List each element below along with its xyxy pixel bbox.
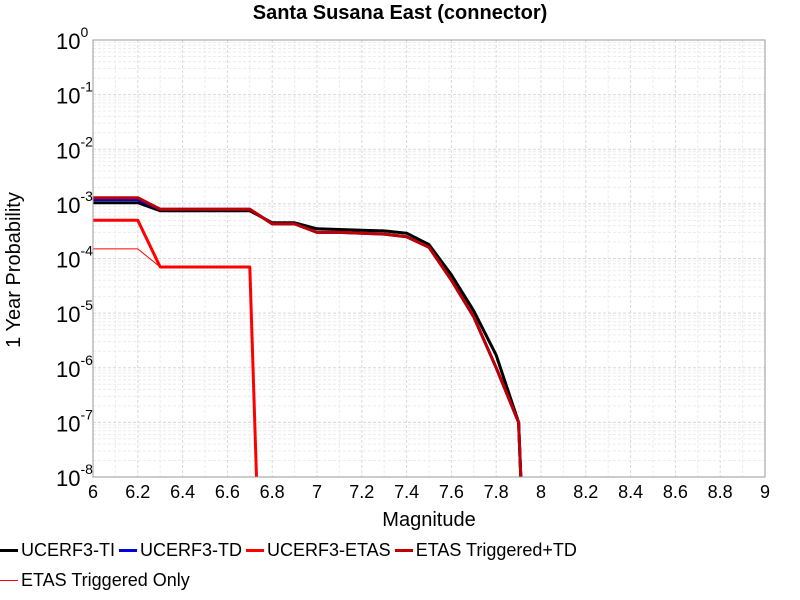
x-tick-label: 7.2 <box>349 482 374 502</box>
series-line-4 <box>93 248 257 478</box>
y-tick-label: 10-1 <box>56 79 93 109</box>
legend-item-ucerf3-etas: UCERF3-ETAS <box>246 540 391 561</box>
chart-title: Santa Susana East (connector) <box>253 2 548 24</box>
x-tick-label: 7.8 <box>484 482 509 502</box>
legend-swatch <box>394 548 413 552</box>
series-line-3 <box>93 196 523 478</box>
grid <box>92 40 766 478</box>
plot-frame <box>92 39 766 478</box>
y-tick-label: 10-5 <box>56 297 93 327</box>
series-line-0 <box>93 201 523 478</box>
y-tick-label: 100 <box>56 24 88 54</box>
y-tick-label: 10-2 <box>56 133 93 163</box>
y-axis-ticks: 100 10-1 10-2 10-3 10-4 10-5 10-6 10-7 10-8 <box>56 24 93 491</box>
legend-item-etas-triggered-only: ETAS Triggered Only <box>0 570 190 591</box>
x-axis-label: Magnitude <box>382 509 475 531</box>
legend-swatch <box>0 579 18 581</box>
legend-label: UCERF3-TI <box>21 539 115 560</box>
y-tick-label: 10-8 <box>56 461 93 491</box>
y-tick-label: 10-7 <box>56 406 93 436</box>
legend-label: ETAS Triggered Only <box>21 569 190 590</box>
x-tick-label: 8 <box>536 482 546 502</box>
legend: UCERF3-TI UCERF3-TD UCERF3-ETAS ETAS Tri… <box>0 536 800 600</box>
legend-swatch <box>246 548 264 552</box>
x-tick-label: 7.6 <box>439 482 464 502</box>
x-tick-label: 8.8 <box>708 482 733 502</box>
legend-label: ETAS Triggered+TD <box>415 539 577 560</box>
series-line-1 <box>93 198 523 478</box>
legend-row-2: ETAS Triggered Only <box>0 568 194 592</box>
x-tick-label: 7 <box>312 482 322 502</box>
x-tick-label: 8.4 <box>618 482 643 502</box>
x-axis-ticks: 6 6.2 6.4 6.6 6.8 7 7.2 7.4 7.6 7.8 8 8.2 8.4 8.6 8.8 9 <box>88 482 770 502</box>
series-layer <box>93 196 523 478</box>
y-tick-label: 10-3 <box>56 188 93 218</box>
x-tick-label: 6 <box>88 482 98 502</box>
x-tick-label: 7.4 <box>394 482 419 502</box>
legend-item-ucerf3-ti: UCERF3-TI <box>0 540 115 561</box>
x-tick-label: 6.4 <box>170 482 195 502</box>
legend-label: UCERF3-ETAS <box>267 539 391 560</box>
x-tick-label: 6.2 <box>125 482 150 502</box>
legend-item-etas-triggered-td: ETAS Triggered+TD <box>394 539 577 561</box>
x-tick-label: 9 <box>760 482 770 502</box>
series-line-2 <box>93 218 258 478</box>
legend-swatch <box>119 548 137 552</box>
legend-item-ucerf3-td: UCERF3-TD <box>119 540 242 561</box>
y-tick-label: 10-4 <box>56 243 93 273</box>
x-tick-label: 6.8 <box>260 482 285 502</box>
y-tick-label: 10-6 <box>56 352 93 382</box>
legend-swatch <box>0 548 18 552</box>
x-tick-label: 8.2 <box>573 482 598 502</box>
y-axis-label: 1 Year Probability <box>3 192 25 348</box>
x-tick-label: 8.6 <box>663 482 688 502</box>
legend-row-1: UCERF3-TI UCERF3-TD UCERF3-ETAS ETAS Tri… <box>0 538 581 562</box>
x-tick-label: 6.6 <box>215 482 240 502</box>
legend-label: UCERF3-TD <box>140 539 242 560</box>
